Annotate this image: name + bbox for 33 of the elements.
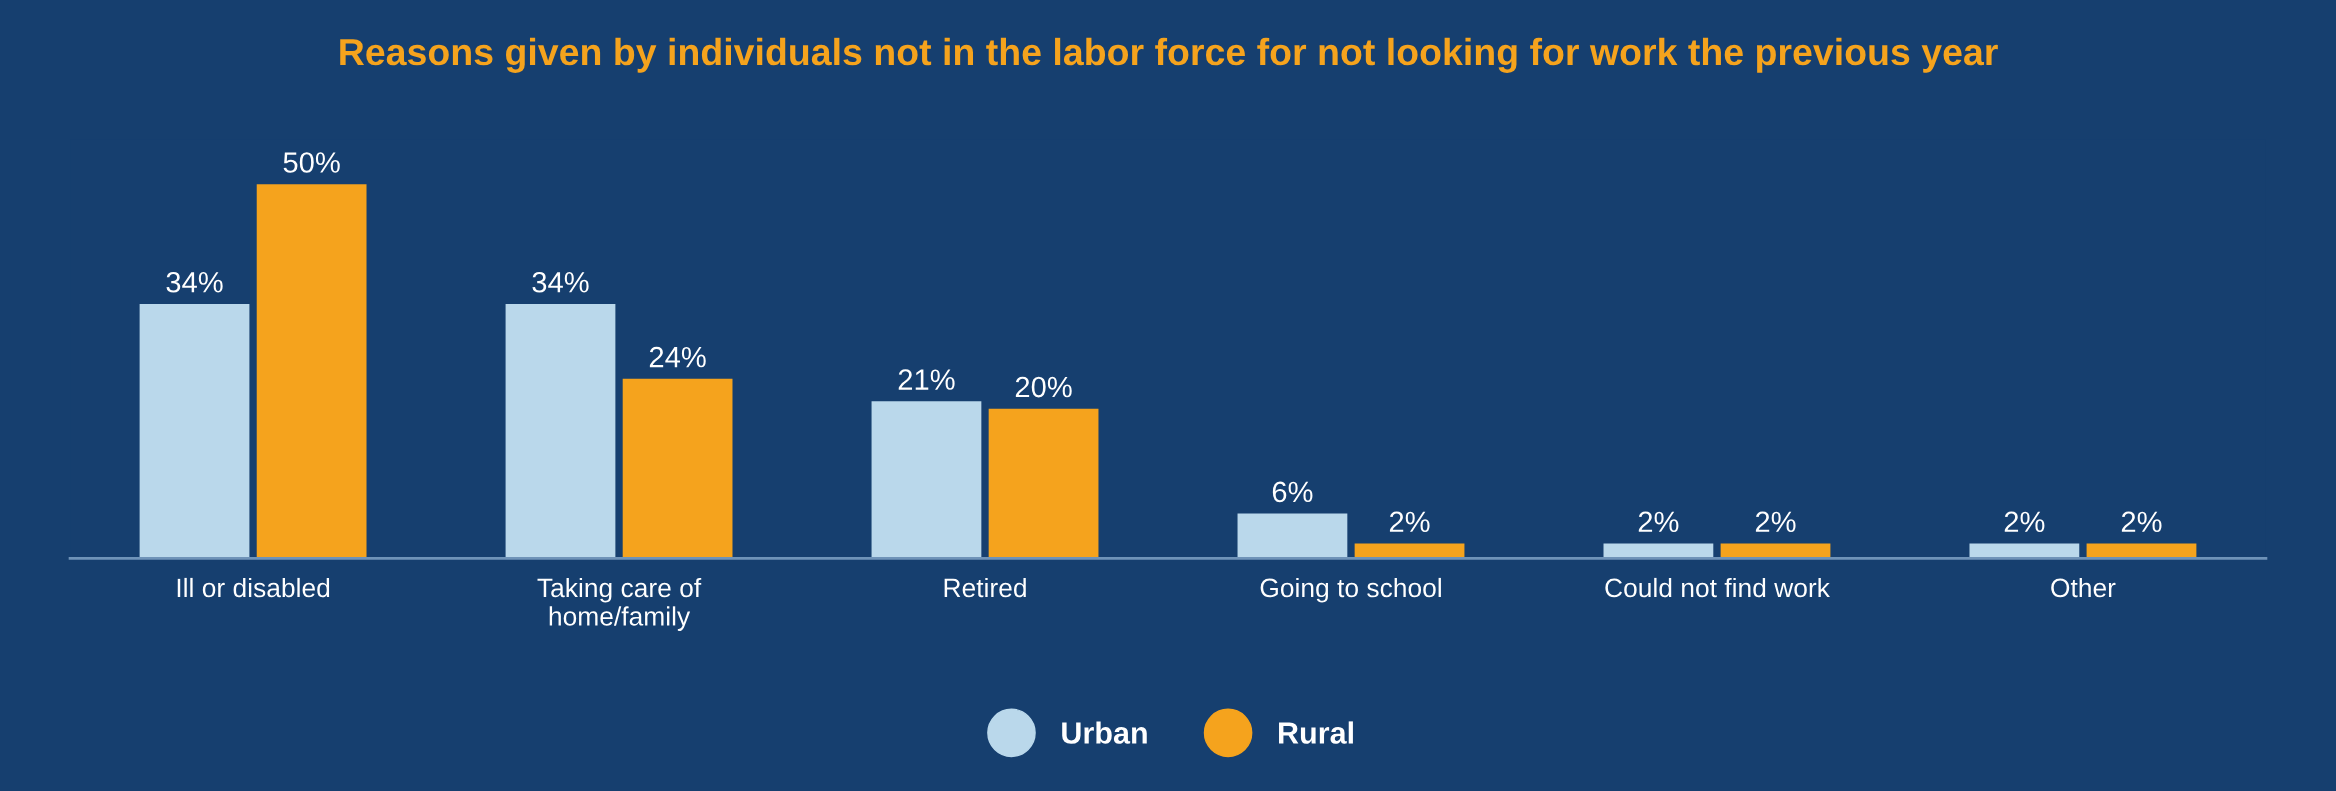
data-label: 21% [898, 369, 955, 390]
bar [1720, 543, 1831, 559]
data-label: 24% [649, 346, 706, 368]
data-label: 2% [1389, 511, 1430, 533]
x-tick-label: Going to school [1260, 577, 1441, 603]
data-label: 2% [2121, 511, 2162, 533]
x-tick-label: Ill or disabled [177, 577, 330, 598]
bar [988, 408, 1099, 559]
bar [1237, 513, 1348, 559]
x-tick-label: Retired [944, 577, 1026, 598]
x-tick-label: Could not find work [1605, 577, 1830, 598]
data-label: 34% [166, 271, 223, 293]
data-label: 2% [1638, 511, 1679, 533]
chart-title: Reasons given by individuals not in the labor force for not looking for work the previous year [340, 37, 1998, 73]
data-label: 6% [1272, 481, 1313, 503]
bar [2086, 543, 2197, 559]
x-tick-label: Other [2051, 577, 2116, 598]
legend-label: Rural [1279, 721, 1353, 744]
data-label: 2% [1755, 511, 1796, 533]
legend-label: Urban [1062, 721, 1147, 744]
data-label: 2% [2004, 511, 2045, 533]
bar [256, 184, 367, 559]
bar [622, 378, 733, 559]
bar [1603, 543, 1714, 559]
bar [1969, 543, 2080, 559]
bar [1354, 543, 1465, 559]
bar [505, 303, 616, 559]
data-label: 34% [532, 271, 589, 293]
x-tick-label: Taking care of home/family [537, 577, 702, 631]
bar [871, 401, 982, 559]
data-label: 50% [283, 152, 340, 173]
data-label: 20% [1015, 376, 1072, 398]
bar [139, 303, 250, 559]
